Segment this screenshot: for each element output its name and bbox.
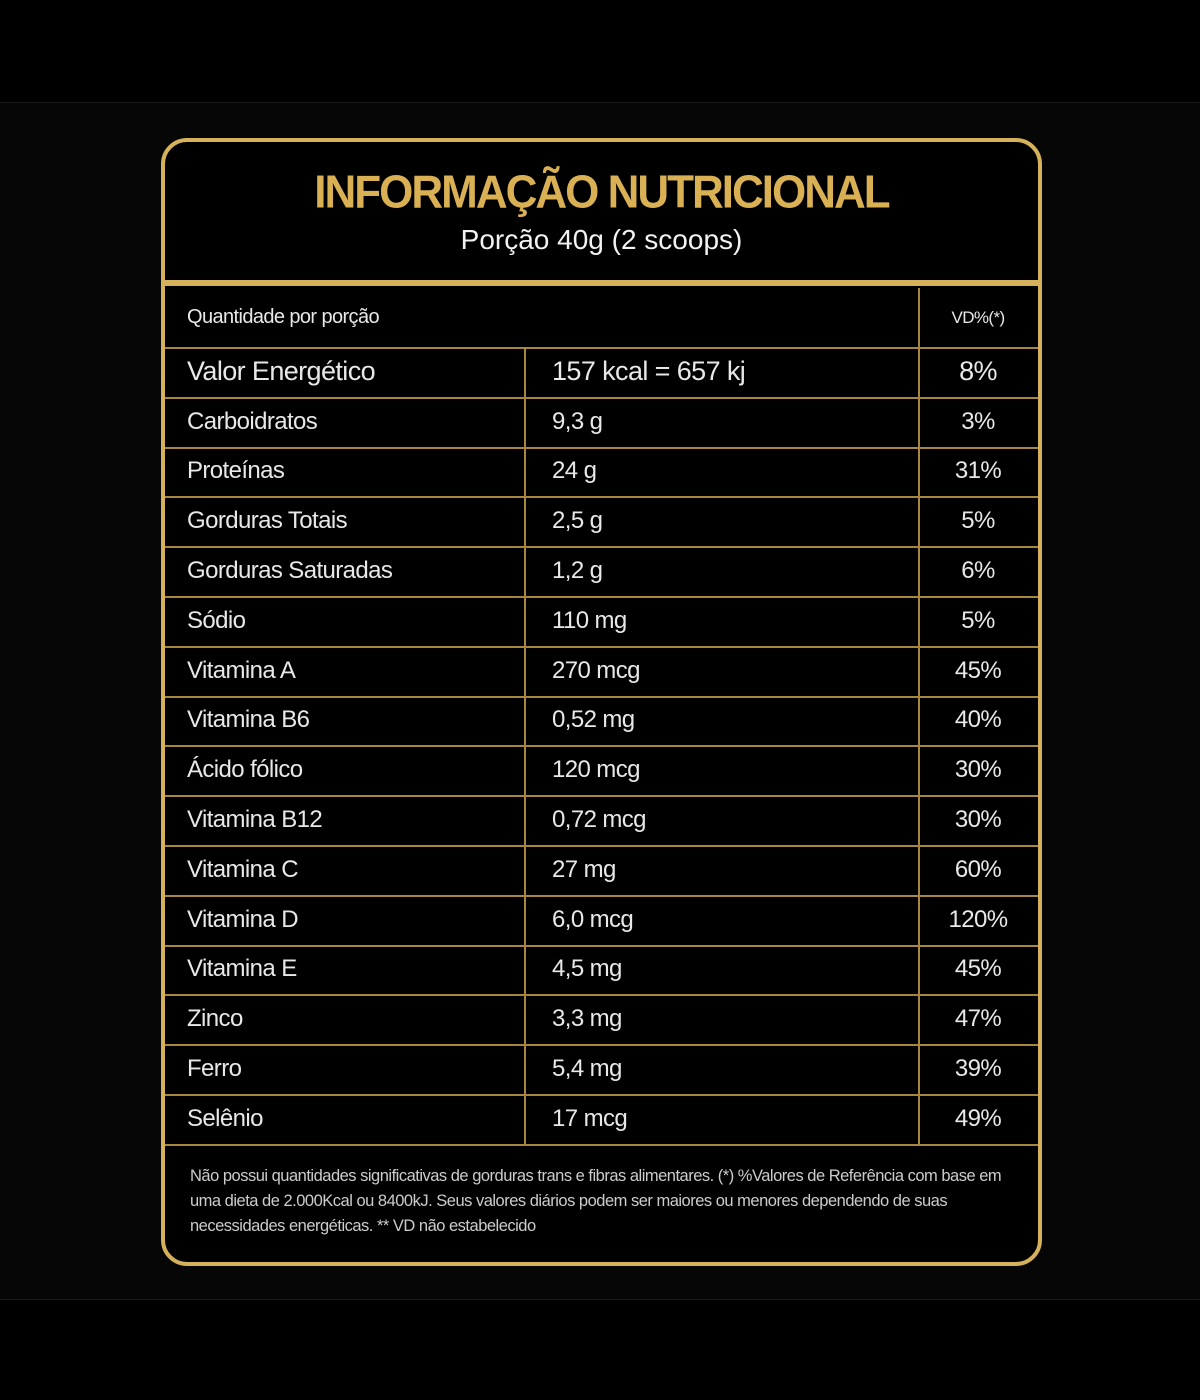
nutrition-card: INFORMAÇÃO NUTRICIONAL Porção 40g (2 sco… <box>161 138 1042 1266</box>
nutrient-name: Gorduras Totais <box>187 507 348 535</box>
row-line <box>165 396 1038 399</box>
row-line <box>165 546 1038 549</box>
row-line <box>165 845 1038 847</box>
separator <box>165 280 1038 286</box>
daily-value: 3% <box>961 407 995 435</box>
nutrient-name: Vitamina A <box>187 656 296 684</box>
daily-value: 8% <box>959 356 997 387</box>
row-line <box>165 944 1038 947</box>
daily-value: 5% <box>961 606 995 634</box>
nutrient-name: Sódio <box>187 606 246 634</box>
row-line <box>165 645 1038 648</box>
nutrient-amount: 0,52 mg <box>552 706 635 734</box>
nutrient-amount: 27 mg <box>552 855 616 883</box>
nutrient-amount: 5,4 mg <box>552 1055 622 1083</box>
column-line <box>918 288 920 1144</box>
nutrient-amount: 3,3 mg <box>552 1005 622 1033</box>
nutrient-amount: 4,5 mg <box>552 955 622 983</box>
footnote: Não possui quantidades significativas de… <box>190 1167 1002 1235</box>
daily-value: 49% <box>954 1104 1002 1132</box>
row-line <box>165 596 1038 598</box>
daily-value: 40% <box>954 706 1002 734</box>
row-line <box>165 1044 1038 1047</box>
daily-value: 5% <box>961 507 995 535</box>
title: INFORMAÇÃO NUTRICIONAL <box>314 166 890 219</box>
nutrient-amount: 2,5 g <box>552 507 603 535</box>
daily-value: 30% <box>954 756 1002 784</box>
daily-value: 60% <box>954 855 1002 883</box>
subtitle: Porção 40g (2 scoops) <box>460 224 743 255</box>
nutrient-amount: 24 g <box>552 457 597 485</box>
nutrient-amount: 17 mcg <box>552 1104 628 1132</box>
row-line <box>165 994 1038 997</box>
nutrient-amount: 0,72 mcg <box>552 806 647 834</box>
row-line <box>165 347 1038 349</box>
row-line <box>165 695 1038 698</box>
daily-value: 39% <box>954 1055 1002 1083</box>
row-line <box>165 1143 1038 1146</box>
nutrient-name: Zinco <box>187 1005 243 1033</box>
row-line <box>165 795 1038 798</box>
nutrient-name: Vitamina E <box>187 955 297 983</box>
nutrient-name: Ácido fólico <box>187 756 303 784</box>
nutrient-amount: 120 mcg <box>552 756 640 784</box>
daily-value: 47% <box>954 1005 1002 1033</box>
daily-value: 45% <box>954 656 1002 684</box>
row-line <box>165 496 1038 499</box>
daily-value: 30% <box>954 806 1002 834</box>
row-line <box>165 894 1038 897</box>
row-line <box>165 745 1038 748</box>
header-cell: VD%(*) <box>951 307 1005 327</box>
nutrient-name: Vitamina B12 <box>187 806 323 834</box>
row-line <box>165 1094 1038 1096</box>
row-line <box>165 446 1038 449</box>
nutrient-name: Selênio <box>187 1104 263 1132</box>
nutrient-name: Gorduras Saturadas <box>187 557 393 585</box>
header-cell: Quantidade por porção <box>187 306 380 328</box>
nutrient-amount: 270 mcg <box>552 656 640 684</box>
daily-value: 6% <box>961 557 995 585</box>
nutrient-name: Valor Energético <box>187 356 376 387</box>
nutrient-amount: 157 kcal = 657 kj <box>552 356 746 387</box>
daily-value: 120% <box>948 905 1009 933</box>
daily-value: 31% <box>954 457 1002 485</box>
nutrient-name: Ferro <box>187 1055 242 1083</box>
nutrient-amount: 110 mg <box>552 606 627 634</box>
nutrient-name: Vitamina D <box>187 905 299 933</box>
nutrient-name: Proteínas <box>187 457 285 485</box>
nutrient-name: Vitamina B6 <box>187 706 310 734</box>
nutrient-name: Vitamina C <box>187 855 299 883</box>
nutrient-amount: 6,0 mcg <box>552 905 634 933</box>
column-line <box>524 347 526 1144</box>
nutrient-amount: 1,2 g <box>552 557 603 585</box>
daily-value: 45% <box>954 955 1002 983</box>
nutrient-amount: 9,3 g <box>552 407 603 435</box>
nutrient-name: Carboidratos <box>187 407 318 435</box>
